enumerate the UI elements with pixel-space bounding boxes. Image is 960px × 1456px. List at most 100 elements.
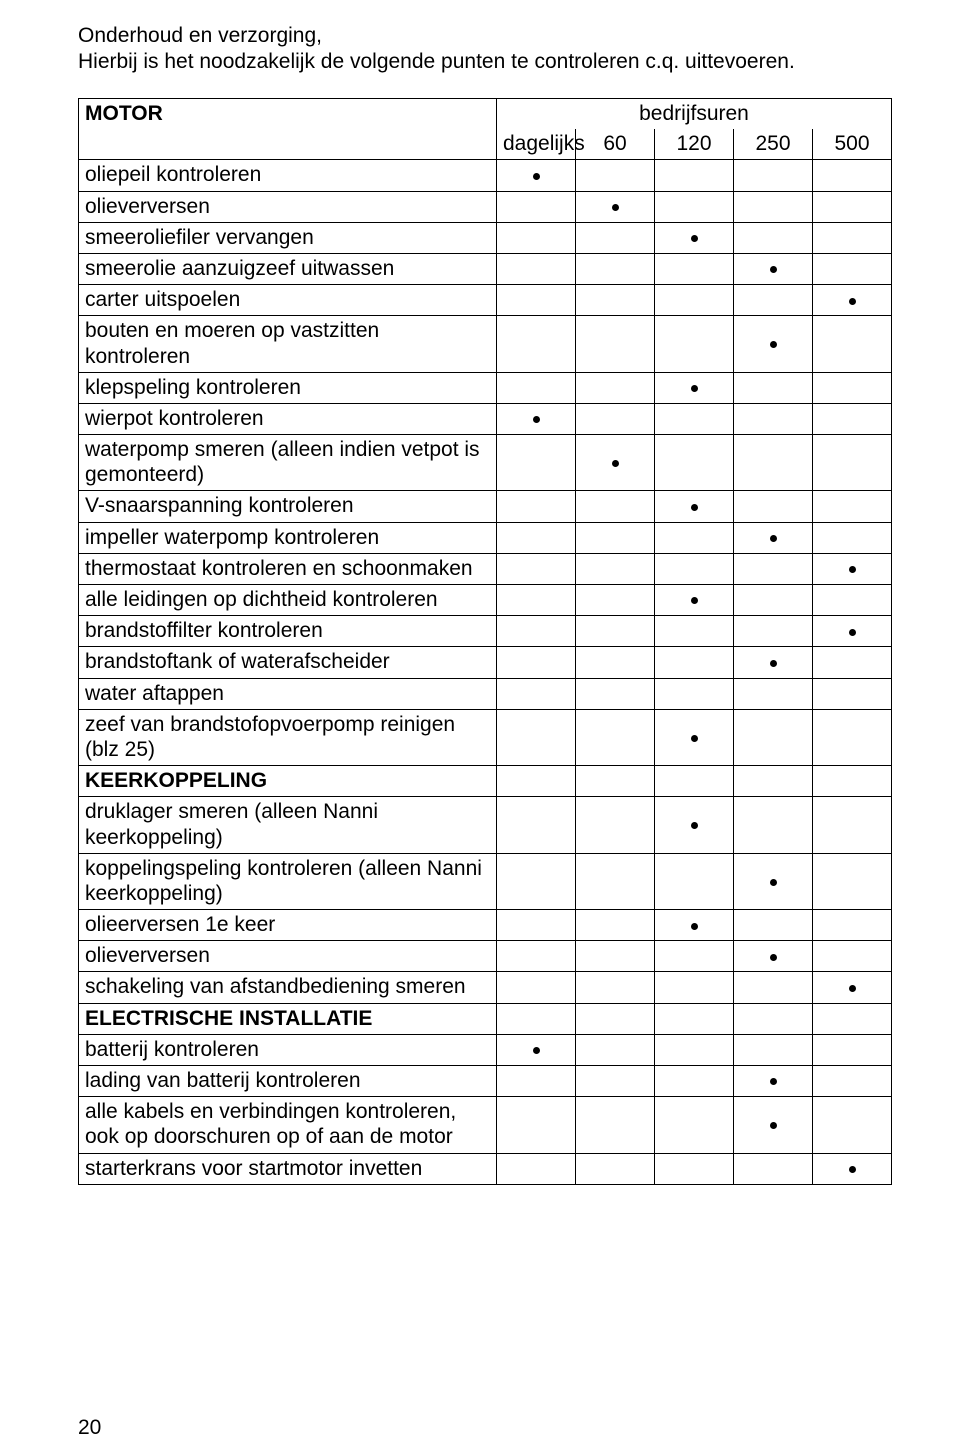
cell [655,1066,734,1097]
cell [813,1097,892,1153]
row-label: alle kabels en verbindingen kontroleren,… [79,1097,497,1153]
cell [813,160,892,191]
cell [734,403,813,434]
cell [497,853,576,909]
cell [655,709,734,765]
cell [734,647,813,678]
row-label: waterpomp smeren (alleen indien vetpot i… [79,435,497,491]
row-label: druklager smeren (alleen Nanni keerkoppe… [79,797,497,853]
cell [576,191,655,222]
row-label: brandstoffilter kontroleren [79,616,497,647]
cell [497,616,576,647]
bullet-icon [691,385,698,392]
cell [813,709,892,765]
cell [497,372,576,403]
cell [734,1153,813,1184]
cell [813,403,892,434]
cell [497,1066,576,1097]
cell [734,191,813,222]
cell [576,403,655,434]
bullet-icon [691,235,698,242]
cell [655,372,734,403]
cell [497,797,576,853]
cell [813,1153,892,1184]
cell [655,910,734,941]
cell [813,941,892,972]
header-col-4: 500 [813,129,892,160]
cell [813,1066,892,1097]
bullet-icon [849,629,856,636]
row-label: olieverversen [79,941,497,972]
cell [497,678,576,709]
bullet-icon [612,460,619,467]
bullet-icon [770,341,777,348]
cell [497,1034,576,1065]
cell [655,435,734,491]
bullet-icon [770,660,777,667]
cell [655,941,734,972]
row-label: carter uitspoelen [79,285,497,316]
cell [734,553,813,584]
cell [655,797,734,853]
cell [655,1003,734,1034]
cell [497,709,576,765]
bullet-icon [849,566,856,573]
cell [497,285,576,316]
bullet-icon [770,1078,777,1085]
cell [734,972,813,1003]
cell [813,522,892,553]
row-label: KEERKOPPELING [79,766,497,797]
cell [734,585,813,616]
cell [813,316,892,372]
cell [497,435,576,491]
cell [734,941,813,972]
cell [576,853,655,909]
cell [813,1034,892,1065]
cell [655,522,734,553]
cell [497,222,576,253]
cell [497,941,576,972]
cell [576,585,655,616]
cell [813,853,892,909]
cell [576,972,655,1003]
row-label: oliepeil kontroleren [79,160,497,191]
cell [734,222,813,253]
cell [497,1003,576,1034]
cell [734,678,813,709]
cell [734,435,813,491]
row-label: brandstoftank of waterafscheider [79,647,497,678]
cell [734,522,813,553]
row-label: alle leidingen op dichtheid kontroleren [79,585,497,616]
header-bedrijfsuren: bedrijfsuren [497,99,892,130]
row-label: zeef van brandstofopvoerpomp reinigen (b… [79,709,497,765]
cell [813,372,892,403]
cell [734,766,813,797]
cell [576,1003,655,1034]
cell [734,853,813,909]
cell [655,191,734,222]
bullet-icon [533,173,540,180]
cell [734,797,813,853]
row-label: V-snaarspanning kontroleren [79,491,497,522]
cell [813,253,892,284]
cell [813,910,892,941]
cell [734,491,813,522]
cell [655,1097,734,1153]
cell [576,766,655,797]
row-label: olieerversen 1e keer [79,910,497,941]
cell [497,972,576,1003]
bullet-icon [691,597,698,604]
cell [576,435,655,491]
cell [734,1003,813,1034]
bullet-icon [691,504,698,511]
cell [576,553,655,584]
cell [497,553,576,584]
row-label: thermostaat kontroleren en schoonmaken [79,553,497,584]
cell [655,616,734,647]
cell [655,160,734,191]
maintenance-table: MOTORbedrijfsurendagelijks60120250500oli… [78,98,892,1185]
row-label: schakeling van afstandbediening smeren [79,972,497,1003]
cell [813,972,892,1003]
row-label: water aftappen [79,678,497,709]
bullet-icon [770,1122,777,1129]
